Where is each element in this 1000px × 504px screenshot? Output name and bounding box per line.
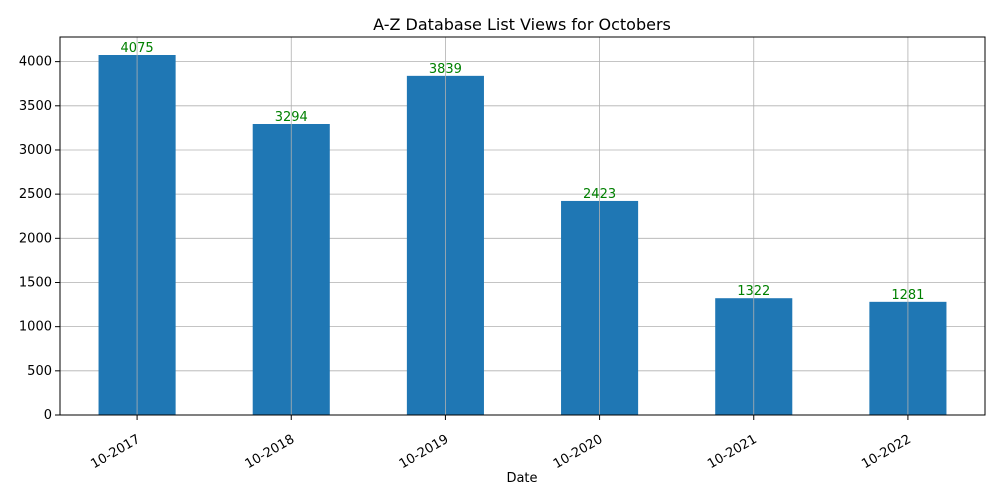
- y-axis: 0 500 1000 1500 2000 2500 3000 3500 4000: [19, 55, 60, 423]
- data-labels: 4075 3294 3839 2423 1322 1281: [121, 41, 925, 303]
- y-tick-label: 4000: [19, 55, 52, 70]
- y-tick-label: 1500: [19, 275, 52, 290]
- y-tick-label: 500: [27, 364, 52, 379]
- x-axis-label: Date: [506, 471, 537, 486]
- y-tick-label: 1000: [19, 320, 52, 335]
- x-tick-label: 10-2017: [88, 432, 143, 472]
- data-label: 2423: [583, 187, 616, 202]
- data-label: 4075: [121, 41, 154, 56]
- y-tick-label: 2500: [19, 187, 52, 202]
- y-tick-label: 2000: [19, 231, 52, 246]
- data-label: 3294: [275, 110, 308, 125]
- y-tick-label: 3000: [19, 143, 52, 158]
- x-tick-label: 10-2019: [397, 432, 452, 472]
- chart-title: A-Z Database List Views for Octobers: [373, 15, 671, 34]
- y-tick-label: 0: [44, 408, 52, 423]
- x-tick-label: 10-2022: [859, 432, 914, 472]
- x-tick-label: 10-2021: [705, 432, 760, 472]
- x-tick-label: 10-2018: [243, 432, 298, 472]
- data-label: 1281: [891, 288, 924, 303]
- y-tick-label: 3500: [19, 99, 52, 114]
- plot-frame: [59, 36, 986, 416]
- data-label: 1322: [737, 284, 770, 299]
- grid: [60, 61, 985, 416]
- data-label: 3839: [429, 62, 462, 77]
- bars: [98, 55, 947, 415]
- x-tick-label: 10-2020: [551, 432, 606, 472]
- x-axis: 10-2017 10-2018 10-2019 10-2020 10-2021 10-20…: [88, 415, 914, 472]
